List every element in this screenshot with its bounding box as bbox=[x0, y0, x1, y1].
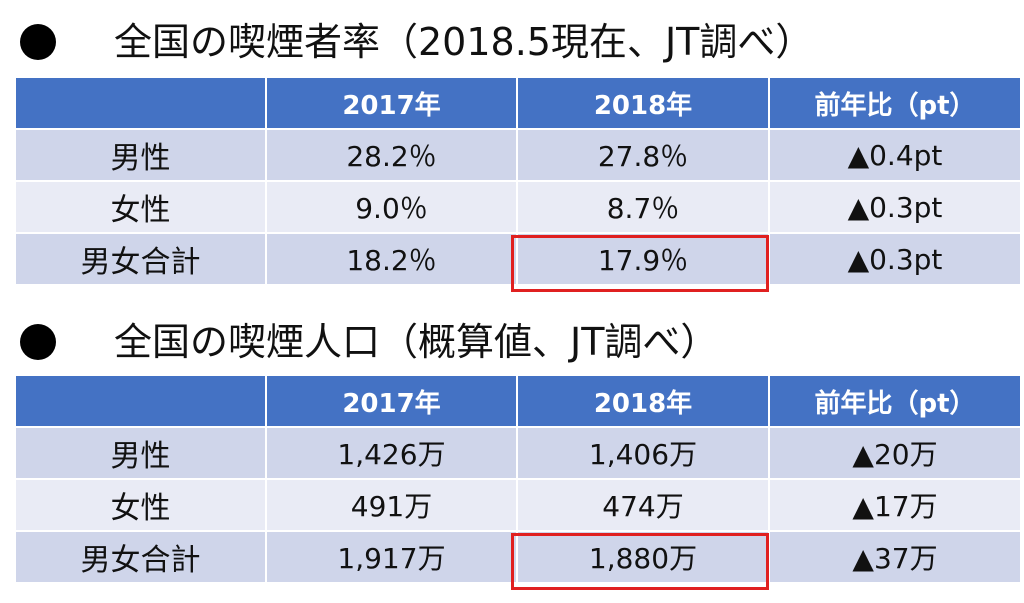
bullet-icon bbox=[20, 324, 56, 360]
cell-2018: 27.8％ bbox=[516, 128, 770, 182]
row-label: 男性 bbox=[14, 128, 267, 182]
smoking-rate-table: 2017年 2018年 前年比（pt） 男性 28.2％ 27.8％ ▲0.4p… bbox=[14, 76, 1022, 286]
cell-2018-highlighted: 1,880万 bbox=[516, 530, 770, 584]
cell-diff: ▲0.4pt bbox=[768, 128, 1022, 182]
header-cell-blank bbox=[14, 374, 267, 428]
row-label: 男性 bbox=[14, 426, 267, 480]
table-header-row: 2017年 2018年 前年比（pt） bbox=[14, 76, 1022, 130]
cell-2017: 1,917万 bbox=[265, 530, 518, 584]
row-label: 男女合計 bbox=[14, 232, 267, 286]
cell-2018: 1,406万 bbox=[516, 426, 770, 480]
bullet-icon bbox=[20, 24, 56, 60]
cell-2017: 1,426万 bbox=[265, 426, 518, 480]
table-row: 男性 28.2％ 27.8％ ▲0.4pt bbox=[14, 128, 1022, 182]
cell-2018-highlighted: 17.9％ bbox=[516, 232, 770, 286]
table-row: 男女合計 18.2％ 17.9％ ▲0.3pt bbox=[14, 232, 1022, 286]
table-row: 女性 491万 474万 ▲17万 bbox=[14, 478, 1022, 532]
header-cell-2017: 2017年 bbox=[265, 374, 518, 428]
header-cell-2017: 2017年 bbox=[265, 76, 518, 130]
smoking-population-table: 2017年 2018年 前年比（pt） 男性 1,426万 1,406万 ▲20… bbox=[14, 374, 1022, 584]
cell-2017: 9.0％ bbox=[265, 180, 518, 234]
header-cell-2018: 2018年 bbox=[516, 374, 770, 428]
header-cell-2018: 2018年 bbox=[516, 76, 770, 130]
section-title-text: 全国の喫煙者率（2018.5現在、JT調べ） bbox=[114, 20, 814, 64]
cell-diff: ▲37万 bbox=[768, 530, 1022, 584]
header-cell-diff: 前年比（pt） bbox=[768, 76, 1022, 130]
cell-2018: 474万 bbox=[516, 478, 770, 532]
row-label: 男女合計 bbox=[14, 530, 267, 584]
table-row: 男性 1,426万 1,406万 ▲20万 bbox=[14, 426, 1022, 480]
table-row: 男女合計 1,917万 1,880万 ▲37万 bbox=[14, 530, 1022, 584]
table-header-row: 2017年 2018年 前年比（pt） bbox=[14, 374, 1022, 428]
cell-2017: 28.2％ bbox=[265, 128, 518, 182]
row-label: 女性 bbox=[14, 180, 267, 234]
cell-diff: ▲20万 bbox=[768, 426, 1022, 480]
cell-diff: ▲17万 bbox=[768, 478, 1022, 532]
section-title-text: 全国の喫煙人口（概算値、JT調べ） bbox=[114, 320, 719, 364]
row-label: 女性 bbox=[14, 478, 267, 532]
cell-diff: ▲0.3pt bbox=[768, 180, 1022, 234]
header-cell-diff: 前年比（pt） bbox=[768, 374, 1022, 428]
section-title-smoking-population: 全国の喫煙人口（概算値、JT調べ） bbox=[20, 314, 718, 370]
header-cell-blank bbox=[14, 76, 267, 130]
cell-2018: 8.7％ bbox=[516, 180, 770, 234]
cell-2017: 18.2％ bbox=[265, 232, 518, 286]
table-row: 女性 9.0％ 8.7％ ▲0.3pt bbox=[14, 180, 1022, 234]
cell-diff: ▲0.3pt bbox=[768, 232, 1022, 286]
cell-2017: 491万 bbox=[265, 478, 518, 532]
section-title-smoking-rate: 全国の喫煙者率（2018.5現在、JT調べ） bbox=[20, 14, 813, 70]
